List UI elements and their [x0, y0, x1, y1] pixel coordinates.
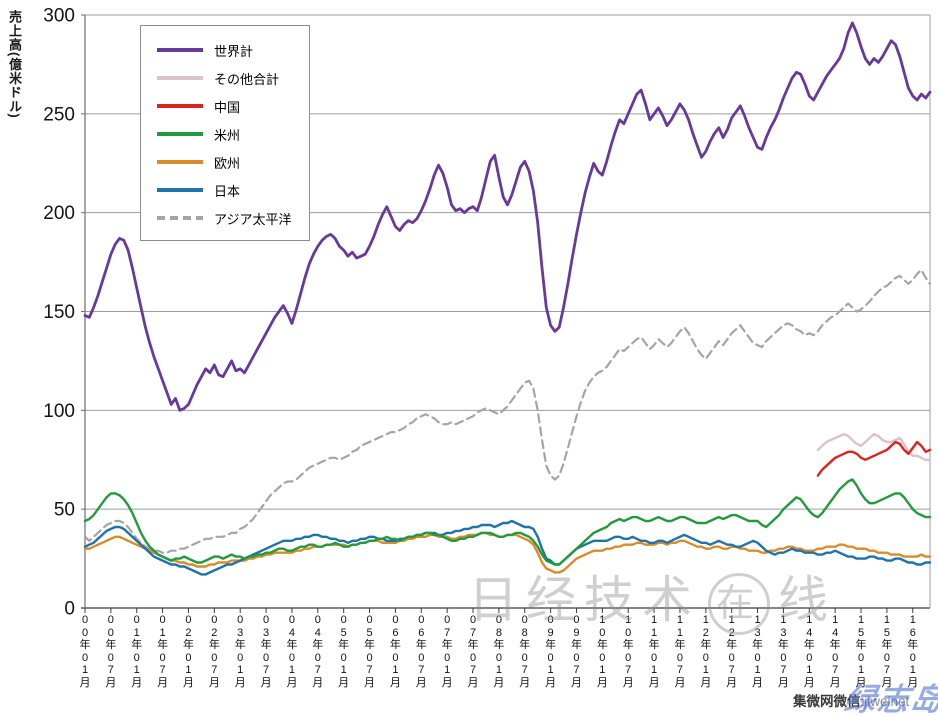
legend-label: 欧州: [214, 155, 241, 171]
legend-label: 米州: [214, 127, 241, 143]
y-tick-label: 50: [54, 500, 75, 521]
legend-item-china: 中国: [157, 92, 309, 120]
series-line-other_total: [816, 432, 932, 461]
series-line-japan: [83, 519, 932, 576]
legend-swatch-china: [157, 104, 203, 108]
watermark-nikkei-technology: 日经技术在线: [468, 560, 836, 635]
legend-swatch-asia_pacific: [157, 216, 203, 220]
y-tick-label: 200: [43, 203, 75, 224]
legend: 世界計その他合計中国米州欧州日本アジア太平洋: [140, 25, 310, 241]
y-tick-label: 150: [43, 302, 75, 323]
legend-label: アジア太平洋: [214, 211, 292, 227]
legend-swatch-japan: [157, 188, 203, 192]
y-tick-label: 250: [43, 104, 75, 125]
watermark-script-overlay: 绿志岛: [842, 682, 938, 716]
legend-item-japan: 日本: [157, 176, 309, 204]
legend-label: 世界計: [214, 43, 254, 59]
legend-label: 日本: [214, 183, 241, 199]
watermark-jiweinet-cn: 集微网微信: [793, 694, 861, 709]
legend-swatch-europe: [157, 160, 203, 164]
legend-label: その他合計: [214, 71, 280, 87]
legend-swatch-americas: [157, 132, 203, 136]
legend-item-asia_pacific: アジア太平洋: [157, 204, 309, 232]
legend-item-europe: 欧州: [157, 148, 309, 176]
series-line-asia_pacific: [83, 268, 932, 554]
legend-swatch-world: [157, 48, 203, 52]
y-axis-title: 売上高(億米ドル): [7, 10, 22, 119]
watermark-text: 日经技术: [468, 572, 700, 628]
legend-item-americas: 米州: [157, 120, 309, 148]
legend-label: 中国: [214, 99, 241, 115]
y-tick-label: 0: [64, 599, 75, 620]
watermark-jiweinet-en: :jiweinet: [860, 694, 910, 709]
watermark-jiweinet: 集微网微信:jiweinet: [793, 690, 909, 710]
series-line-americas: [83, 478, 932, 566]
series-line-china: [816, 440, 932, 477]
y-tick-label: 300: [43, 6, 75, 27]
watermark-circled-char: 在: [708, 572, 770, 635]
watermark-text: 线: [778, 572, 836, 628]
y-tick-label: 100: [43, 401, 75, 422]
legend-item-other_total: その他合計: [157, 64, 309, 92]
legend-swatch-other_total: [157, 76, 203, 80]
legend-item-world: 世界計: [157, 36, 309, 64]
series-line-world: [83, 21, 932, 412]
